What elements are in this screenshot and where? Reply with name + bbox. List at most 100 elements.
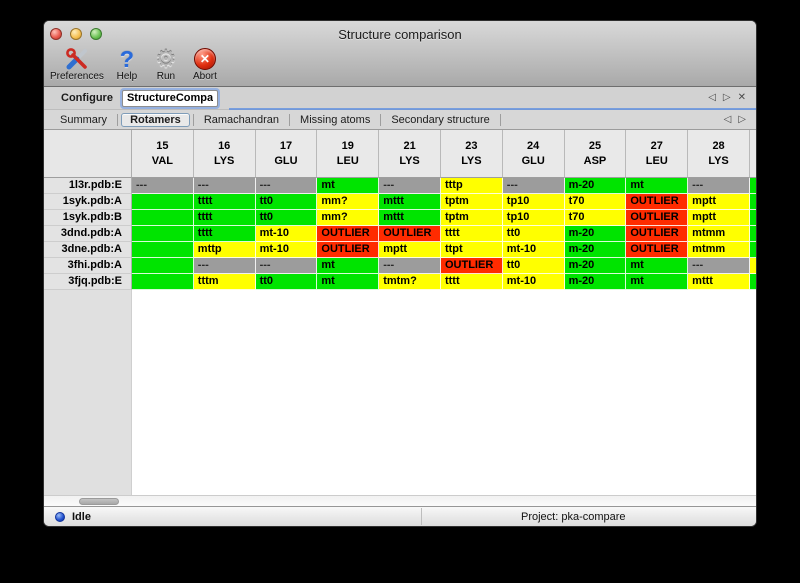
rotamer-cell[interactable]: --- — [688, 258, 750, 274]
rotamer-cell[interactable]: tttm — [193, 274, 256, 290]
rotamer-cell[interactable] — [132, 274, 194, 290]
rotamer-cell[interactable]: m-20 — [564, 274, 627, 290]
rotamer-cell[interactable]: t70 — [564, 194, 627, 210]
rotamer-cell[interactable]: --- — [255, 178, 318, 194]
rotamer-cell[interactable] — [132, 258, 194, 274]
rotamer-cell[interactable]: --- — [502, 178, 565, 194]
rotamer-cell[interactable] — [132, 242, 194, 258]
scrollbar-thumb[interactable] — [79, 498, 119, 505]
rotamer-cell[interactable]: --- — [255, 258, 318, 274]
rotamer-cell[interactable]: tttt — [193, 210, 256, 226]
rotamer-cell[interactable]: mptt — [379, 242, 441, 258]
rotamer-cell[interactable]: tmtm? — [379, 274, 441, 290]
rotamer-cell[interactable]: --- — [193, 178, 256, 194]
rotamer-cell[interactable]: OUTLIER — [317, 226, 380, 242]
rotamer-cell[interactable]: t70 — [564, 210, 627, 226]
rotamer-cell[interactable]: tp10 — [502, 210, 565, 226]
rotamer-cell[interactable] — [132, 194, 194, 210]
rotamer-cell[interactable]: mm? — [317, 194, 380, 210]
rotamer-cell[interactable]: mptt — [688, 210, 750, 226]
residue-name: LYS — [399, 154, 420, 167]
rotamer-cell[interactable]: mt-10 — [502, 274, 565, 290]
status-led-icon — [55, 511, 65, 522]
rotamer-cell[interactable]: mt — [317, 274, 380, 290]
rotamer-cell[interactable]: tttt — [440, 226, 503, 242]
rotamer-cell[interactable]: ttpt — [440, 242, 503, 258]
h-scrollbar[interactable] — [44, 495, 756, 506]
rotamer-cell[interactable]: OUTLIER — [317, 242, 380, 258]
rotamer-cell[interactable]: mttt — [379, 194, 441, 210]
rotamer-cell[interactable] — [132, 210, 194, 226]
rotamer-cell[interactable]: OUTLIER — [626, 242, 689, 258]
rotamer-cell[interactable]: OUTLIER — [626, 194, 689, 210]
rotamer-cell[interactable]: mm? — [317, 210, 380, 226]
residue-number: 21 — [403, 139, 416, 152]
rotamer-cell[interactable]: tt0 — [255, 194, 318, 210]
configure-close-icon[interactable]: ✕ — [737, 92, 746, 103]
rotamer-cell[interactable]: tt0 — [255, 274, 318, 290]
rotamer-cell[interactable]: mt — [626, 258, 689, 274]
tab-summary[interactable]: Summary — [60, 113, 108, 126]
rotamer-cell[interactable]: tt0 — [502, 226, 565, 242]
rotamer-cell[interactable]: --- — [193, 258, 256, 274]
rotamer-cell[interactable]: tttt — [193, 194, 256, 210]
table-area: 15 VAL 16 LYS 17 GLU 19 LEU 21 LYS 23 LYS 24 GLU 25 ASP… — [44, 130, 756, 506]
tabs-scroll-right-icon[interactable]: ▷ — [738, 113, 746, 125]
rotamer-cell[interactable]: m-20 — [564, 178, 627, 194]
tab-ramachandran[interactable]: Ramachandran — [203, 113, 280, 126]
tab-secondary-structure[interactable]: Secondary structure — [391, 113, 490, 126]
rotamer-cell[interactable]: mt — [317, 178, 380, 194]
toolbar-button-run[interactable]: ⚙ Run — [150, 46, 182, 83]
configure-name-input[interactable] — [121, 89, 218, 107]
rotamer-cell[interactable]: mt — [626, 178, 689, 194]
close-window-icon[interactable] — [50, 28, 62, 40]
rotamer-cell[interactable]: mtmm — [688, 226, 750, 242]
rotamer-cell[interactable]: mt-10 — [502, 242, 565, 258]
rotamer-cell[interactable]: --- — [379, 178, 441, 194]
rotamer-cell[interactable]: tt0 — [255, 210, 318, 226]
rotamer-cell[interactable]: m-20 — [564, 226, 627, 242]
minimize-window-icon[interactable] — [70, 28, 82, 40]
rotamer-cell[interactable] — [132, 226, 194, 242]
rotamer-cell[interactable]: tt0 — [502, 258, 565, 274]
rotamer-cell[interactable]: mptt — [688, 194, 750, 210]
rotamer-cell[interactable]: tptm — [440, 194, 503, 210]
rotamer-cell[interactable]: mt — [317, 258, 380, 274]
zoom-window-icon[interactable] — [90, 28, 102, 40]
rotamer-cell[interactable]: mtmm — [688, 242, 750, 258]
configure-bar: Configure ◁ ▷ ✕ — [44, 87, 756, 110]
tab-rotamers[interactable]: Rotamers — [121, 112, 190, 127]
rotamer-cell[interactable]: OUTLIER — [379, 226, 441, 242]
rotamer-cell[interactable]: mttt — [688, 274, 750, 290]
tab-separator — [380, 113, 382, 126]
rotamer-cell[interactable]: tptm — [440, 210, 503, 226]
rotamer-cell[interactable]: tttt — [193, 226, 256, 242]
column-header-28: 28 LYS — [688, 130, 750, 178]
rotamer-cell[interactable]: m-20 — [564, 258, 627, 274]
tabs-scroll-left-icon[interactable]: ◁ — [723, 113, 732, 125]
rotamer-cell[interactable]: mttt — [379, 210, 441, 226]
rotamer-cell[interactable]: --- — [132, 178, 194, 194]
rotamer-cell[interactable]: tttt — [440, 274, 503, 290]
toolbar-button-help[interactable]: ? Help — [111, 46, 143, 83]
rotamer-cell[interactable]: --- — [688, 178, 750, 194]
configure-scroll-left-icon[interactable]: ◁ — [708, 92, 716, 103]
rotamer-cell[interactable]: OUTLIER — [440, 258, 503, 274]
rotamer-cell[interactable]: mttp — [193, 242, 256, 258]
rotamer-cell[interactable]: m-20 — [564, 242, 627, 258]
clipped-cell — [749, 194, 756, 210]
rotamer-cell[interactable]: tp10 — [502, 194, 565, 210]
tab-missing-atoms[interactable]: Missing atoms — [300, 113, 371, 126]
rotamer-cell[interactable]: mt — [626, 274, 689, 290]
rotamer-cell[interactable]: tttp — [440, 178, 503, 194]
clipped-cell — [749, 274, 756, 290]
toolbar-button-abort[interactable]: ✕ Abort — [189, 46, 221, 82]
rotamer-cell[interactable]: OUTLIER — [626, 210, 689, 226]
rotamer-cell[interactable]: mt-10 — [255, 226, 318, 242]
project-label: Project: pka-compare — [521, 510, 626, 523]
rotamer-cell[interactable]: --- — [379, 258, 441, 274]
configure-scroll-right-icon[interactable]: ▷ — [722, 92, 731, 103]
rotamer-cell[interactable]: mt-10 — [255, 242, 318, 258]
toolbar-button-preferences[interactable]: Preferences — [50, 46, 104, 82]
rotamer-cell[interactable]: OUTLIER — [626, 226, 689, 242]
